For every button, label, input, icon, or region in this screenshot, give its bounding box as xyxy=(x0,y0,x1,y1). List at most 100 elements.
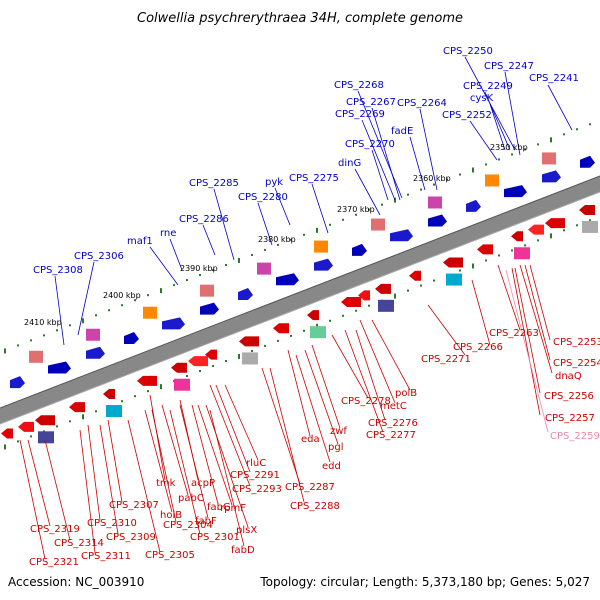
gene-label: CPS_2266 xyxy=(453,342,503,353)
leader-line xyxy=(209,384,251,487)
leader-line xyxy=(371,319,411,391)
reverse-gene-arrow xyxy=(188,356,208,367)
scale-dot xyxy=(251,349,253,352)
feature-box xyxy=(542,152,556,165)
forward-gene-arrow xyxy=(466,199,481,212)
gene-label: CPS_2305 xyxy=(145,550,195,561)
scale-dot xyxy=(30,435,32,438)
gene-label: edd xyxy=(322,461,341,472)
leader-line xyxy=(149,246,179,286)
leader-line xyxy=(505,269,549,433)
reverse-gene-arrow xyxy=(35,415,55,426)
scale-dot xyxy=(433,279,435,282)
scale-dot xyxy=(576,128,578,131)
scale-dot xyxy=(277,243,279,246)
gene-label: CPS_2311 xyxy=(81,551,131,562)
leader-line xyxy=(547,84,573,131)
scale-dot xyxy=(121,304,123,307)
gene-label: CPS_2256 xyxy=(544,391,594,402)
scale-dot xyxy=(329,319,331,322)
leader-line xyxy=(151,409,177,523)
scale-dot xyxy=(147,294,149,297)
scale-dot xyxy=(134,395,136,398)
gene-label: CPS_2268 xyxy=(334,80,384,91)
reverse-gene-arrow xyxy=(545,218,565,229)
leader-line xyxy=(471,279,491,346)
scale-dot xyxy=(420,284,422,287)
scale-dot xyxy=(199,274,201,277)
leader-line xyxy=(504,71,521,156)
leader-line xyxy=(287,349,311,437)
leader-line xyxy=(514,267,541,394)
gene-label: CPS_2253 xyxy=(553,337,600,348)
scale-dot xyxy=(368,304,370,307)
reverse-gene-arrow xyxy=(137,375,157,386)
forward-gene-arrow xyxy=(276,273,299,286)
gene-label: plsX xyxy=(236,525,257,536)
leader-line xyxy=(331,334,369,399)
leader-line xyxy=(224,384,259,461)
kbp-label: 2360 kbp xyxy=(413,174,451,183)
gene-features xyxy=(1,152,598,444)
scale-dot xyxy=(56,425,58,428)
leader-line xyxy=(87,424,101,521)
scale-dot xyxy=(563,133,565,136)
gene-label: CPS_2321 xyxy=(29,557,79,568)
reverse-gene-arrow xyxy=(443,257,463,268)
gene-label: CPS_2277 xyxy=(366,430,416,441)
reverse-gene-arrow xyxy=(528,224,544,235)
scale-dot xyxy=(238,353,240,359)
leader-line xyxy=(161,404,189,496)
leader-line xyxy=(107,419,123,503)
leader-line xyxy=(311,344,341,429)
scale-dot xyxy=(563,229,565,232)
gene-label: rpmF xyxy=(220,503,246,514)
reverse-gene-arrow xyxy=(273,323,289,334)
gene-label: CPS_2264 xyxy=(397,98,447,109)
scale-dot xyxy=(186,375,188,378)
leader-line xyxy=(355,329,386,421)
scale-dot xyxy=(95,410,97,413)
label-leaders xyxy=(19,56,573,560)
leader-line xyxy=(274,187,291,226)
map-title: Colwellia psychrerythraea 34H, complete … xyxy=(137,11,463,26)
leader-line xyxy=(511,267,541,416)
leader-line xyxy=(357,90,403,199)
forward-gene-arrow xyxy=(352,243,367,256)
feature-box xyxy=(371,218,385,231)
gene-label: rne xyxy=(160,228,176,239)
reverse-gene-arrow xyxy=(477,244,493,255)
gene-label: maf1 xyxy=(127,236,153,247)
gene-label: CPS_2308 xyxy=(33,265,83,276)
forward-gene-arrow xyxy=(10,376,25,389)
leader-line xyxy=(202,224,216,256)
gene-label: CPS_2241 xyxy=(529,73,579,84)
leader-line xyxy=(344,329,384,433)
gene-label: CPS_2291 xyxy=(230,470,280,481)
gene-label: CPS_2307 xyxy=(109,500,159,511)
scale-dot xyxy=(550,137,552,143)
feature-box xyxy=(38,431,54,444)
forward-gene-arrow xyxy=(238,287,253,300)
feature-box xyxy=(485,174,499,187)
scale-dot xyxy=(446,178,448,181)
scale-dot xyxy=(381,203,383,206)
leader-line xyxy=(213,188,235,261)
scale-dot xyxy=(524,244,526,247)
scale-dot xyxy=(407,193,409,196)
leader-line xyxy=(77,261,95,336)
gene-label: acpP xyxy=(191,478,215,489)
reverse-gene-arrow xyxy=(239,336,259,347)
scale-dot xyxy=(290,334,292,337)
reverse-gene-arrow xyxy=(307,310,319,321)
scale-dot xyxy=(511,249,513,252)
leader-line xyxy=(354,168,381,216)
scale-dot xyxy=(108,309,110,312)
reverse-gene-arrow xyxy=(18,421,34,432)
gene-label: CPS_2309 xyxy=(106,532,156,543)
gene-label: CPS_2259 xyxy=(550,431,600,442)
scale-dot xyxy=(30,339,32,342)
forward-gene-arrow xyxy=(428,214,447,227)
leader-line xyxy=(524,264,551,361)
leader-line xyxy=(409,136,426,191)
